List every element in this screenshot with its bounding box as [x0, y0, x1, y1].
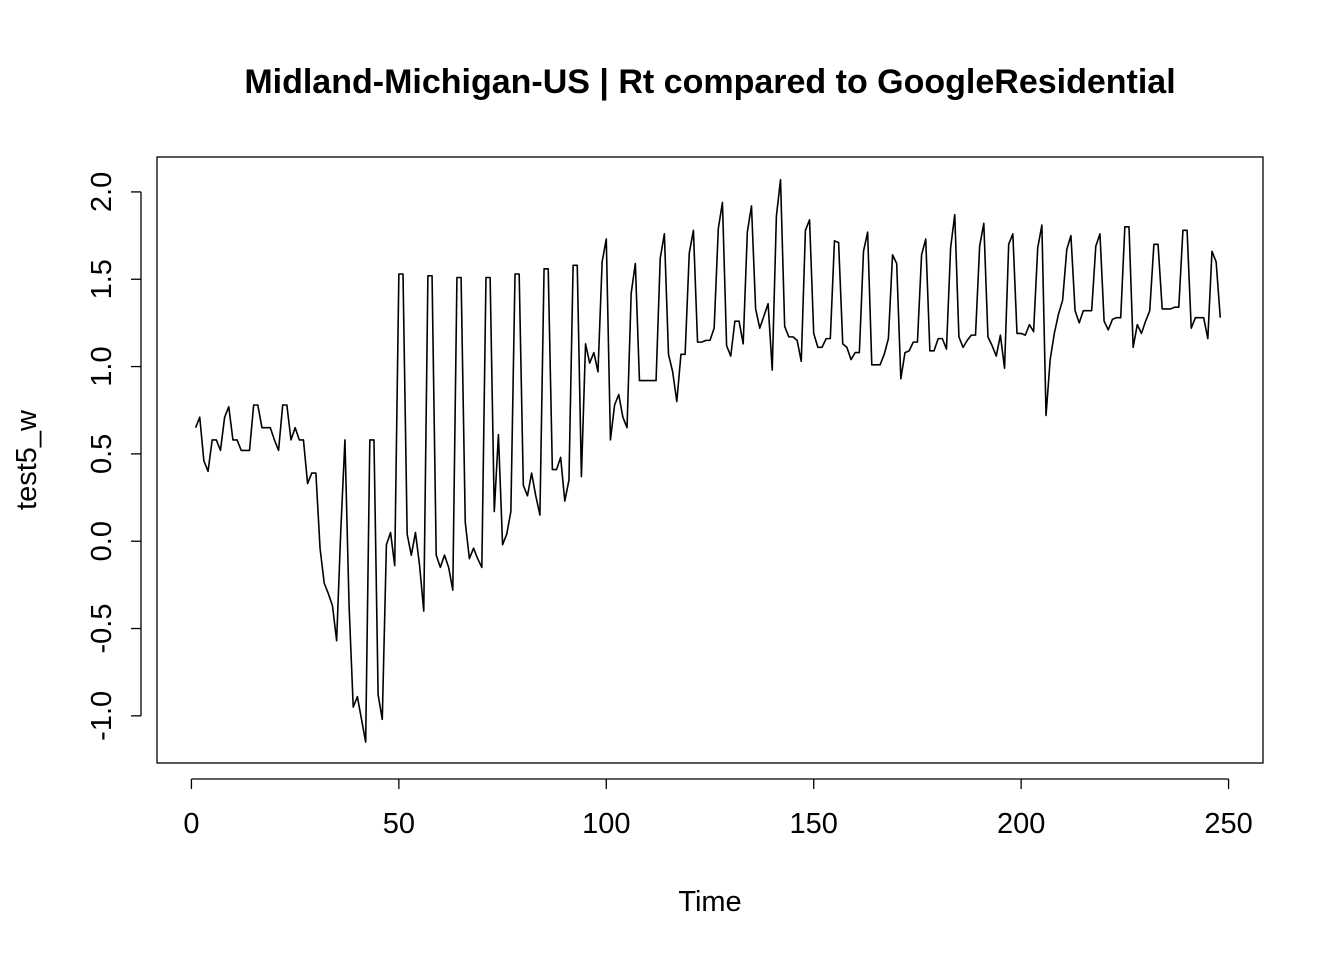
y-tick-label: -1.0 [86, 691, 118, 741]
x-axis: 0 50 100 150 200 250 [183, 778, 1253, 840]
x-tick-label: 250 [1204, 808, 1252, 840]
y-axis: -1.0 -0.5 0.0 0.5 1.0 1.5 2.0 [86, 172, 142, 741]
y-tick-label: 0.5 [86, 434, 118, 474]
plot-frame [156, 156, 1264, 764]
y-axis-label: test5_w [11, 409, 43, 510]
x-tick-label: 50 [383, 808, 415, 840]
x-tick-label: 200 [997, 808, 1045, 840]
y-tick-label: -0.5 [86, 604, 118, 654]
chart-title: Midland-Michigan-US | Rt compared to Goo… [244, 63, 1175, 101]
y-tick-label: 2.0 [86, 172, 118, 212]
series-layer [194, 178, 1222, 743]
y-tick-label: 0.0 [86, 521, 118, 561]
x-tick-label: 150 [790, 808, 838, 840]
series-line-0 [194, 178, 1222, 743]
x-axis-label: Time [678, 886, 741, 918]
y-tick-label: 1.5 [86, 259, 118, 299]
x-tick-label: 0 [183, 808, 199, 840]
x-tick-label: 100 [582, 808, 630, 840]
y-tick-label: 1.0 [86, 346, 118, 386]
